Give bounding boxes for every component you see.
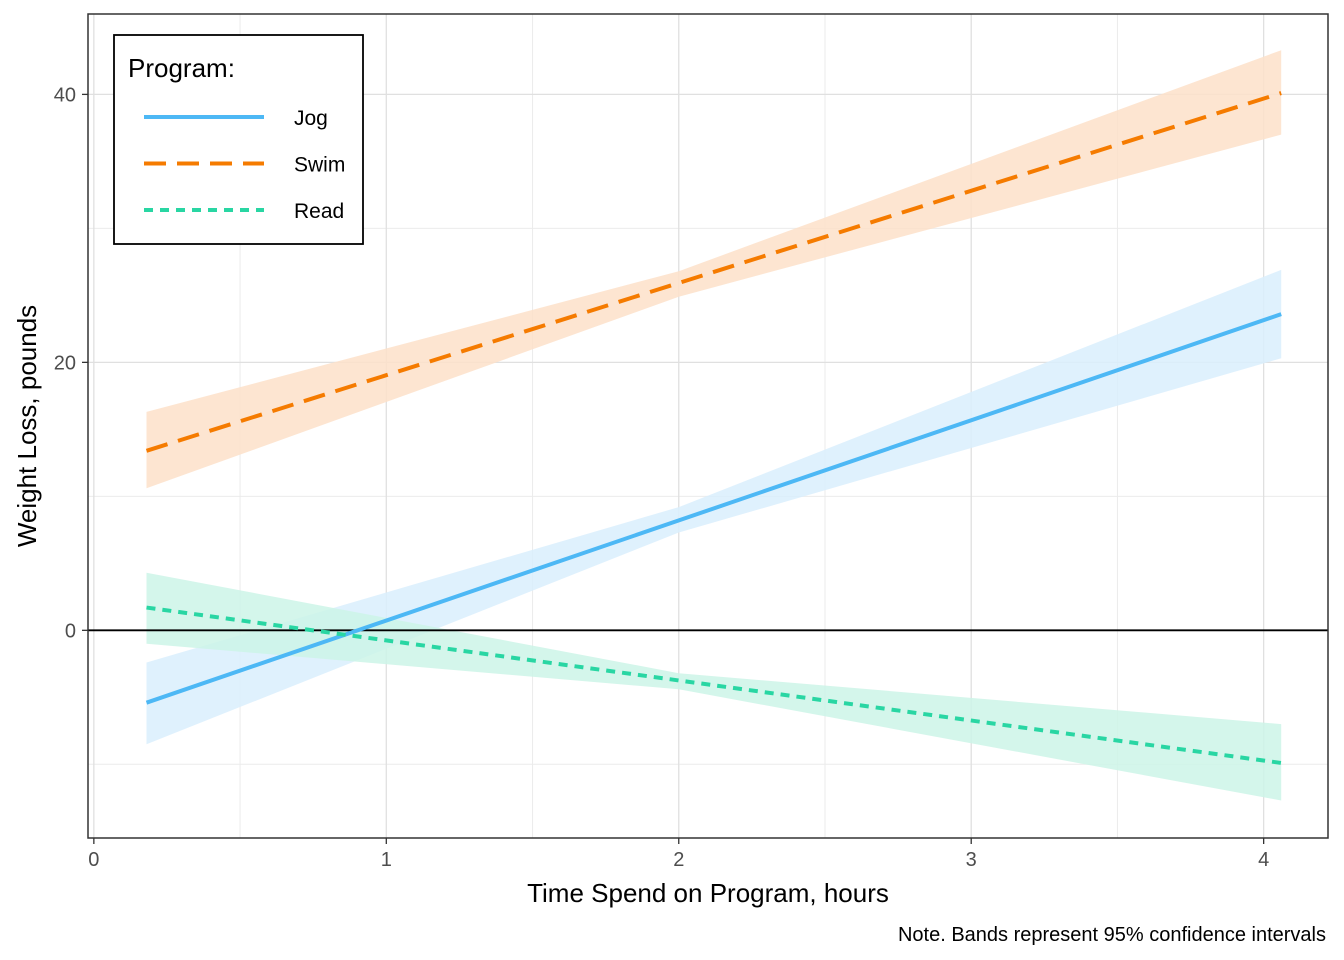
x-tick-label-1: 1 [381, 849, 392, 871]
panel-border [87, 13, 1329, 839]
x-tick-label-2: 2 [673, 849, 684, 871]
swim-series-line [145, 91, 1282, 453]
y-tick-label-1: 20 [54, 352, 76, 374]
legend: Program: Jog Swim Read [113, 34, 364, 245]
legend-title: Program: [128, 53, 235, 83]
legend-label-jog: Jog [294, 107, 328, 130]
legend-entries: Jog Swim Read [144, 107, 345, 223]
caption-note: Note. Bands represent 95% confidence int… [898, 924, 1326, 946]
y-tick-label-0: 0 [65, 620, 76, 642]
legend-label-swim: Swim [294, 154, 345, 177]
y-tick-label-2: 40 [54, 84, 76, 106]
series-lines [145, 91, 1282, 765]
x-tick-label-0: 0 [88, 849, 99, 871]
x-tick-label-4: 4 [1258, 849, 1269, 871]
legend-label-read: Read [294, 200, 344, 223]
x-axis-title: Time Spend on Program, hours [527, 878, 889, 908]
y-axis-title: Weight Loss, pounds [12, 305, 42, 547]
x-tick-label-3: 3 [966, 849, 977, 871]
legend-box [113, 34, 364, 245]
jog-series-line [145, 312, 1282, 705]
swim-confidence-band [146, 50, 1282, 489]
